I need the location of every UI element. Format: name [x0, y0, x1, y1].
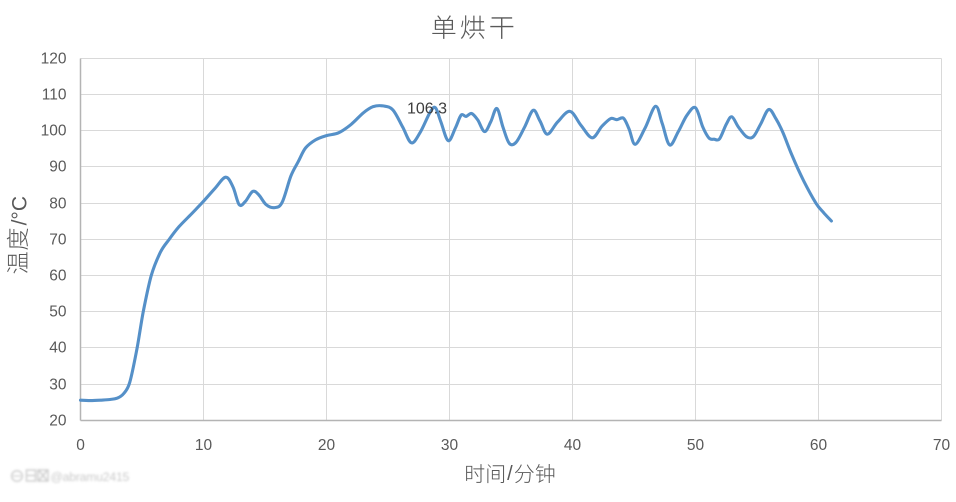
- svg-text:60: 60: [810, 437, 828, 454]
- svg-text:70: 70: [49, 232, 67, 249]
- svg-text:100: 100: [41, 123, 67, 140]
- svg-text:80: 80: [49, 196, 67, 213]
- svg-text:30: 30: [49, 377, 67, 394]
- svg-text:/°C: /°C: [8, 196, 31, 225]
- svg-text:120: 120: [41, 51, 67, 68]
- svg-text:40: 40: [564, 437, 582, 454]
- svg-text:20: 20: [318, 437, 336, 454]
- svg-text:50: 50: [49, 304, 67, 321]
- svg-text:@abramu2415: @abramu2415: [51, 470, 130, 484]
- svg-text:90: 90: [49, 159, 67, 176]
- svg-text:110: 110: [42, 87, 67, 104]
- svg-text:10: 10: [195, 437, 213, 454]
- svg-text:60: 60: [49, 268, 67, 285]
- svg-text:20: 20: [49, 413, 67, 430]
- svg-text:70: 70: [933, 437, 951, 454]
- svg-text:0: 0: [76, 437, 85, 454]
- svg-text:106.3: 106.3: [407, 101, 447, 118]
- svg-text:30: 30: [441, 437, 459, 454]
- svg-text:/: /: [507, 463, 513, 485]
- svg-text:50: 50: [687, 437, 705, 454]
- svg-text:40: 40: [49, 340, 67, 357]
